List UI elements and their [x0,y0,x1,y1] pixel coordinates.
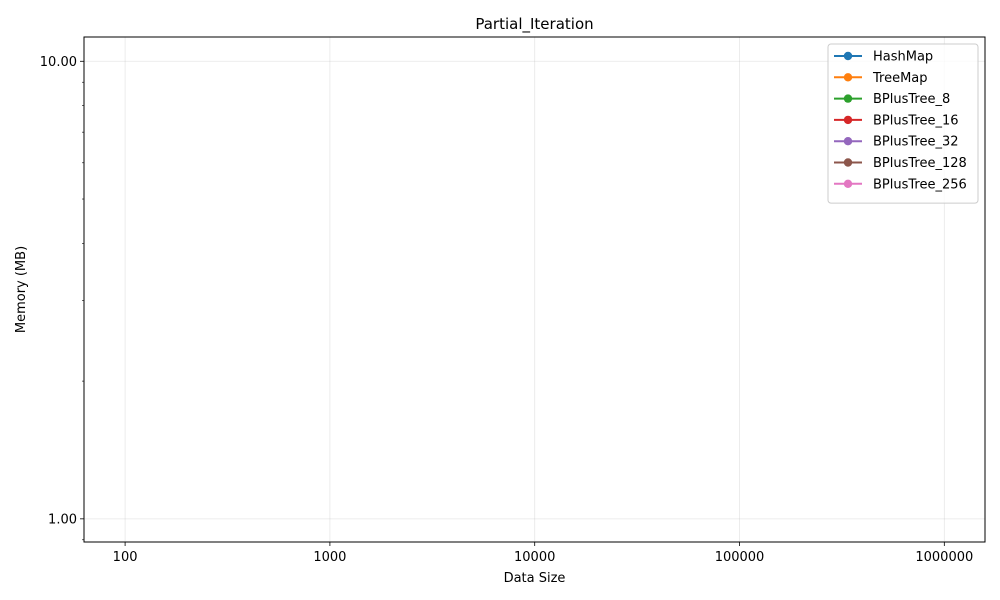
legend-label: BPlusTree_16 [873,113,959,128]
legend-item: BPlusTree_128 [834,156,967,171]
legend-swatch-marker [843,51,853,61]
legend-swatch-marker [843,115,853,125]
legend-swatch-marker [843,73,853,82]
x-tick-label: 10000 [514,550,555,565]
x-axis-label: Data Size [504,571,566,586]
legend-item: BPlusTree_8 [834,92,950,107]
y-axis-label: Memory (MB) [14,246,29,333]
legend-swatch-marker [843,179,853,188]
legend-item: TreeMap [834,71,928,86]
y-ticks: 1.00 10.00 [40,55,84,541]
legend-box [827,43,979,204]
legend-swatch-marker [843,137,853,146]
legend-item: BPlusTree_256 [834,177,967,192]
x-tick-label: 100000 [715,550,765,565]
legend-label: BPlusTree_256 [873,177,967,192]
x-tick-label: 1000 [313,550,346,565]
x-ticks: 100 1000 10000 100000 1000000 [113,542,973,565]
y-tick-label: 1.00 [48,512,77,527]
legend-label: BPlusTree_8 [873,92,950,107]
legend-item: HashMap [834,50,933,65]
legend-label: BPlusTree_128 [873,156,967,171]
legend-label: BPlusTree_32 [873,135,959,150]
legend-swatch-marker [843,94,853,103]
legend-item: BPlusTree_16 [834,113,959,128]
x-tick-label: 1000000 [915,550,973,565]
chart-title: Partial_Iteration [475,15,593,34]
y-tick-label: 10.00 [40,55,77,70]
x-tick-label: 100 [113,550,138,565]
legend-label: TreeMap [872,71,928,86]
legend-item: BPlusTree_32 [834,135,959,150]
legend-label: HashMap [873,50,933,65]
legend-swatch-marker [843,158,853,167]
legend: HashMap TreeMap BPlusTree_8 BPlusTree_16 BPl… [827,43,979,204]
